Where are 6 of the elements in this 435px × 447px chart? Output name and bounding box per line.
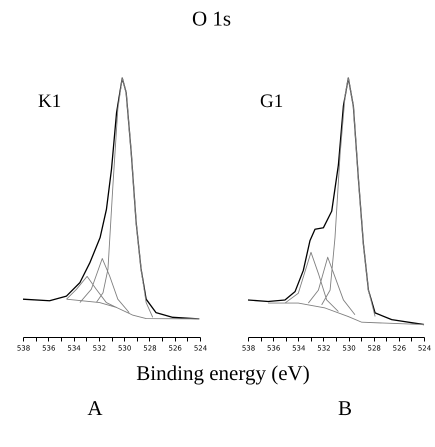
x-axis-title: Binding energy (eV) xyxy=(136,361,310,385)
text: A xyxy=(87,396,104,420)
annotation: G1 xyxy=(260,91,284,112)
text: B xyxy=(338,396,352,420)
chart-title: O 1s xyxy=(192,6,232,30)
annotation: K1 xyxy=(38,91,62,112)
